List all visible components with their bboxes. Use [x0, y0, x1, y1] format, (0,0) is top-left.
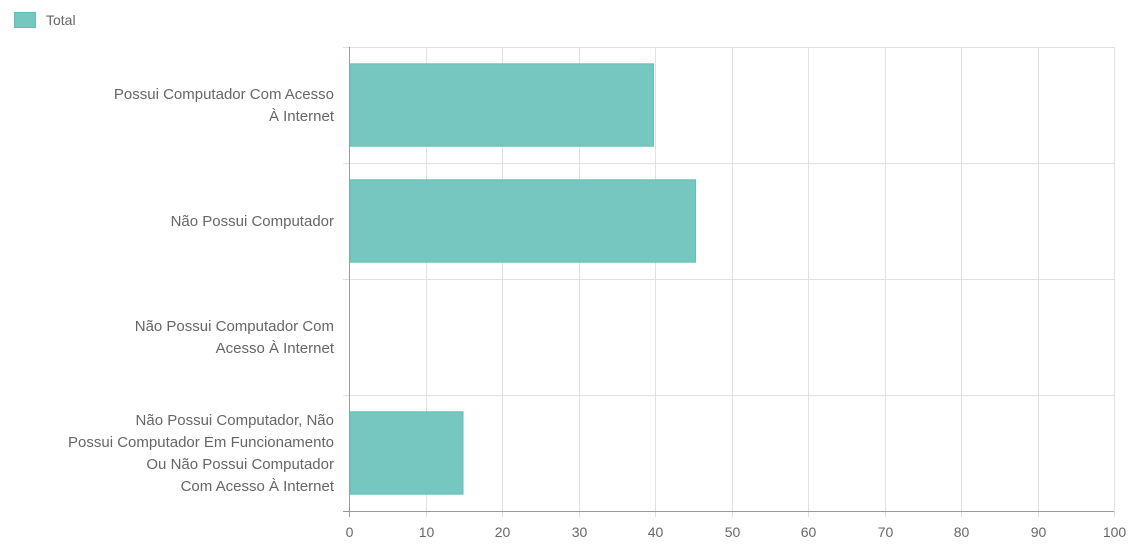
x-tick-label: 80: [954, 524, 970, 540]
y-category-label: Possui Computador Com Acesso: [114, 86, 334, 103]
x-tick-label: 40: [648, 524, 664, 540]
legend[interactable]: Total: [14, 12, 76, 28]
y-category-label: Ou Não Possui Computador: [146, 456, 334, 473]
x-tick-label: 0: [346, 524, 354, 540]
y-category-label: Não Possui Computador: [171, 213, 334, 230]
x-tick-label: 60: [801, 524, 817, 540]
legend-label-total: Total: [46, 12, 76, 28]
x-tick-label: 20: [495, 524, 511, 540]
x-tick-label: 50: [725, 524, 741, 540]
legend-swatch-total: [14, 12, 36, 28]
bar: [349, 179, 697, 263]
x-tick-label: 90: [1031, 524, 1047, 540]
y-category-label: Não Possui Computador Com: [135, 318, 334, 335]
x-tick-label: 10: [419, 524, 435, 540]
y-category-label: Não Possui Computador, Não: [136, 412, 334, 429]
bar: [349, 411, 464, 495]
x-tick-label: 100: [1103, 524, 1127, 540]
y-category-label: À Internet: [269, 108, 335, 125]
y-category-label: Acesso À Internet: [216, 340, 335, 357]
bar: [349, 63, 654, 147]
x-tick-label: 70: [878, 524, 894, 540]
x-tick-label: 30: [572, 524, 588, 540]
y-category-label: Com Acesso À Internet: [181, 478, 335, 495]
y-category-label: Possui Computador Em Funcionamento: [68, 434, 334, 451]
